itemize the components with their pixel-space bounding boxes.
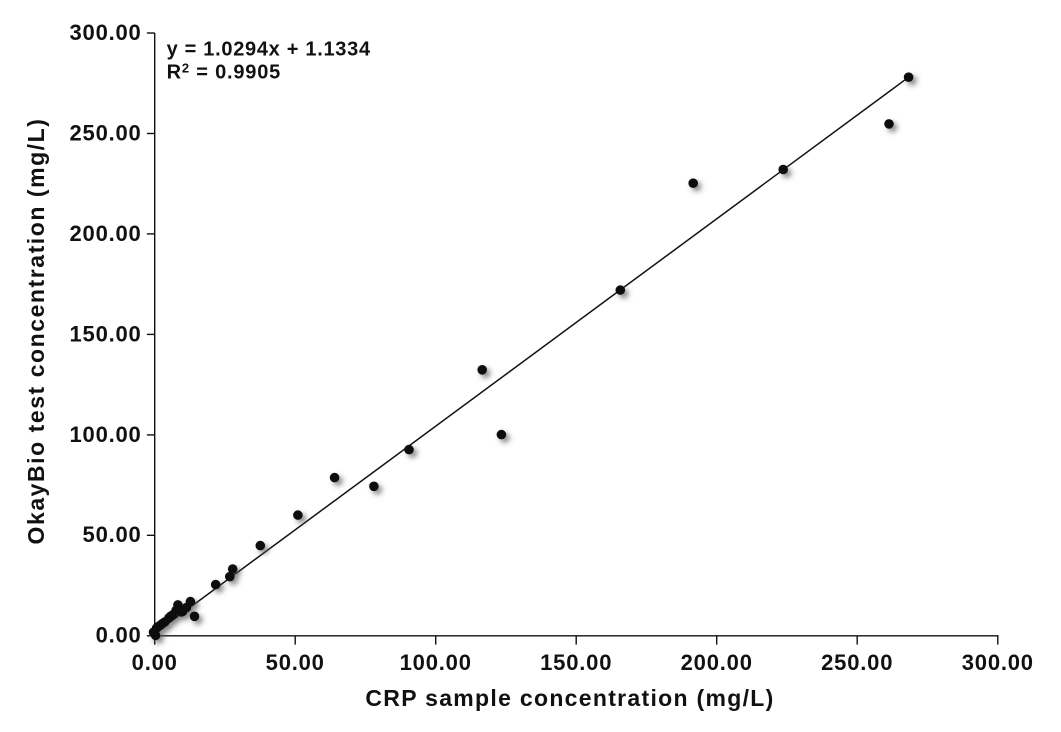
svg-text:0.00: 0.00 bbox=[132, 650, 178, 675]
svg-text:50.00: 50.00 bbox=[266, 650, 325, 675]
svg-text:150.00: 150.00 bbox=[540, 650, 612, 675]
svg-text:R2 = 0.9905: R2 = 0.9905 bbox=[167, 61, 281, 84]
svg-text:300.00: 300.00 bbox=[962, 650, 1034, 675]
svg-text:50.00: 50.00 bbox=[83, 522, 142, 547]
svg-text:150.00: 150.00 bbox=[70, 321, 142, 346]
svg-text:200.00: 200.00 bbox=[681, 650, 753, 675]
svg-text:200.00: 200.00 bbox=[70, 221, 142, 246]
svg-text:y = 1.0294x + 1.1334: y = 1.0294x + 1.1334 bbox=[167, 38, 371, 60]
svg-text:250.00: 250.00 bbox=[821, 650, 893, 675]
svg-text:CRP sample concentration (mg/L: CRP sample concentration (mg/L) bbox=[365, 685, 774, 711]
svg-text:OkayBio test concentration (mg: OkayBio test concentration (mg/L) bbox=[23, 118, 49, 545]
svg-text:100.00: 100.00 bbox=[400, 650, 472, 675]
svg-text:0.00: 0.00 bbox=[96, 623, 142, 648]
svg-text:300.00: 300.00 bbox=[70, 20, 142, 45]
svg-text:250.00: 250.00 bbox=[70, 120, 142, 145]
svg-text:100.00: 100.00 bbox=[70, 422, 142, 447]
